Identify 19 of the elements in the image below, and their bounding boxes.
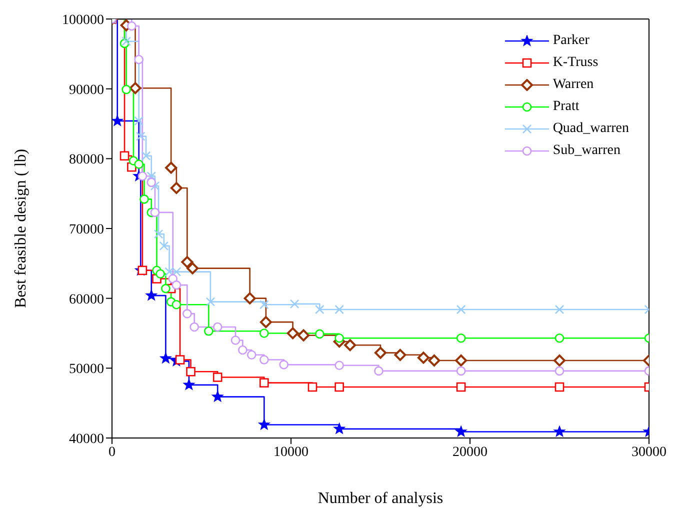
y-tick-label: 100000 [62, 12, 104, 28]
legend-label: Quad_warren [552, 121, 629, 137]
y-tick-label: 40000 [69, 432, 104, 447]
legend-label: Sub_warren [552, 143, 620, 159]
legend-label: Parker [552, 33, 590, 49]
x-tick-label: 0 [108, 444, 116, 460]
y-axis-title: Best feasible design ( lb) [12, 148, 30, 308]
legend-label: K-Truss [552, 55, 598, 71]
y-tick-label: 90000 [69, 82, 104, 98]
x-tick-label: 20000 [452, 444, 488, 460]
legend-label: Pratt [552, 99, 580, 115]
y-tick-label: 50000 [69, 362, 104, 378]
x-tick-label: 10000 [274, 444, 308, 460]
y-tick-label: 60000 [69, 292, 104, 308]
x-tick-label: 30000 [632, 444, 666, 460]
y-tick-label: 70000 [69, 222, 104, 238]
legend-label: Warren [552, 77, 594, 93]
x-axis-title: Number of analysis [318, 490, 444, 507]
y-tick-label: 80000 [69, 152, 104, 168]
